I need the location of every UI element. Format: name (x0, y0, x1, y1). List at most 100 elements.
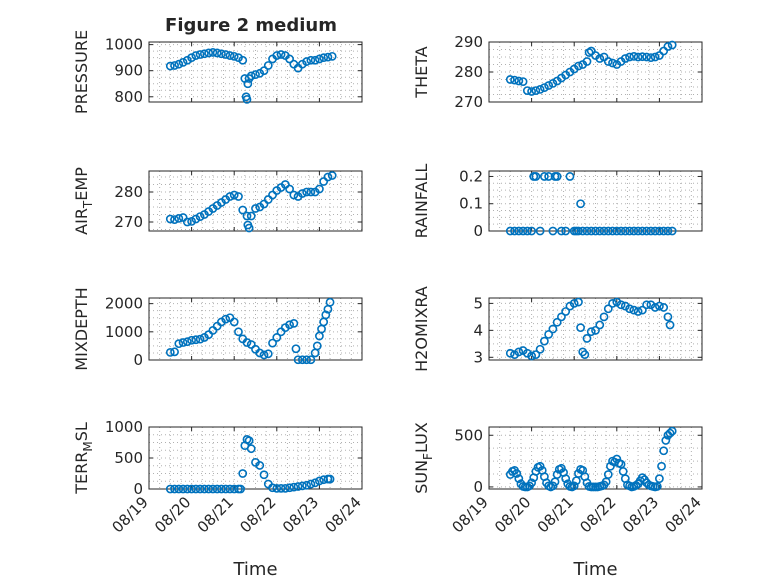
data-point (539, 172, 549, 181)
x-tick-label: 08/21 (534, 493, 577, 536)
data-point (629, 52, 639, 61)
data-point (195, 50, 205, 59)
y-tick-label: 900 (114, 62, 143, 80)
data-point (165, 61, 175, 71)
data-point (522, 86, 532, 95)
data-point (246, 211, 256, 221)
data-point (243, 79, 253, 89)
data-point (535, 344, 545, 354)
data-point (314, 184, 324, 194)
data-point (637, 305, 647, 315)
y-axis-label: PRESSURE (72, 30, 91, 114)
data-point (225, 51, 235, 60)
y-tick-label: 0.2 (459, 167, 483, 185)
subplot-1: 800 900 1000 PRESSURE (72, 30, 363, 114)
data-point (618, 467, 628, 476)
data-point (251, 70, 260, 80)
data-point (569, 481, 579, 491)
data-point (212, 48, 222, 58)
data-point (187, 484, 196, 494)
data-point (297, 189, 307, 198)
data-point (229, 317, 239, 327)
subplot-7: 0 500 1000 TERRMSL 08/19 08/20 08/21 08/22 08/23… (72, 418, 365, 580)
data-point (616, 226, 626, 236)
data-point (199, 484, 209, 494)
subplot-5: 0 1000 2000 MIXDEPTH (72, 287, 363, 371)
y-tick-label: 270 (114, 213, 143, 231)
data-point (212, 321, 222, 331)
data-point (291, 344, 301, 354)
data-point (246, 71, 256, 81)
data-point (285, 483, 294, 493)
figure-title: Figure 2 medium (165, 15, 337, 36)
data-point (655, 301, 664, 311)
data-point (591, 325, 600, 335)
data-point (557, 312, 566, 322)
data-point (659, 303, 669, 312)
data-point (238, 205, 248, 215)
data-point (229, 51, 239, 61)
data-point (637, 226, 647, 236)
data-point (314, 476, 324, 486)
data-point (170, 215, 179, 224)
data-point (165, 347, 175, 357)
data-point (574, 226, 583, 236)
data-point (285, 184, 294, 194)
data-point (280, 483, 290, 493)
data-point (195, 334, 205, 344)
data-point (625, 226, 634, 236)
data-point (548, 324, 558, 334)
data-point (595, 54, 605, 63)
data-point (599, 226, 609, 236)
data-point (251, 204, 260, 213)
data-point (522, 226, 532, 236)
data-point (259, 66, 269, 76)
data-point (191, 51, 201, 60)
data-point (616, 300, 626, 310)
data-point (603, 470, 613, 479)
y-tick-label: 1000 (105, 418, 143, 436)
x-axis-label: Time (232, 559, 277, 580)
y-tick-label: 0 (473, 222, 483, 240)
y-tick-label: 270 (454, 93, 483, 111)
data-point (655, 226, 664, 236)
data-point (272, 333, 282, 342)
data-point (548, 226, 558, 236)
data-point (217, 49, 226, 59)
y-tick-label: 2000 (105, 295, 143, 313)
data-point (225, 484, 235, 494)
data-point (620, 54, 630, 63)
data-point (259, 350, 269, 360)
data-point (312, 341, 322, 351)
y-axis-label: MIXDEPTH (72, 287, 91, 370)
data-point (276, 50, 286, 59)
data-point (187, 53, 196, 63)
data-point (633, 226, 643, 236)
data-point (217, 484, 226, 494)
x-axis-label: Time (572, 559, 617, 580)
data-point (663, 42, 673, 51)
data-point (199, 49, 209, 59)
data-point (646, 226, 656, 236)
data-point (608, 58, 617, 68)
data-point (612, 226, 622, 236)
data-point (204, 48, 214, 58)
data-point (552, 172, 562, 181)
data-point (285, 54, 294, 64)
data-point (208, 48, 218, 57)
x-tick-label: 08/19 (109, 493, 152, 536)
data-point (531, 86, 541, 95)
data-point (510, 75, 519, 85)
data-point (178, 338, 188, 347)
data-point (310, 478, 320, 488)
data-point (293, 482, 303, 491)
data-point (667, 226, 677, 236)
data-point (238, 469, 248, 478)
data-point (539, 83, 549, 92)
data-point (663, 226, 673, 236)
y-tick-label: 0.1 (459, 195, 483, 213)
data-point (319, 317, 329, 327)
data-point (297, 481, 307, 491)
